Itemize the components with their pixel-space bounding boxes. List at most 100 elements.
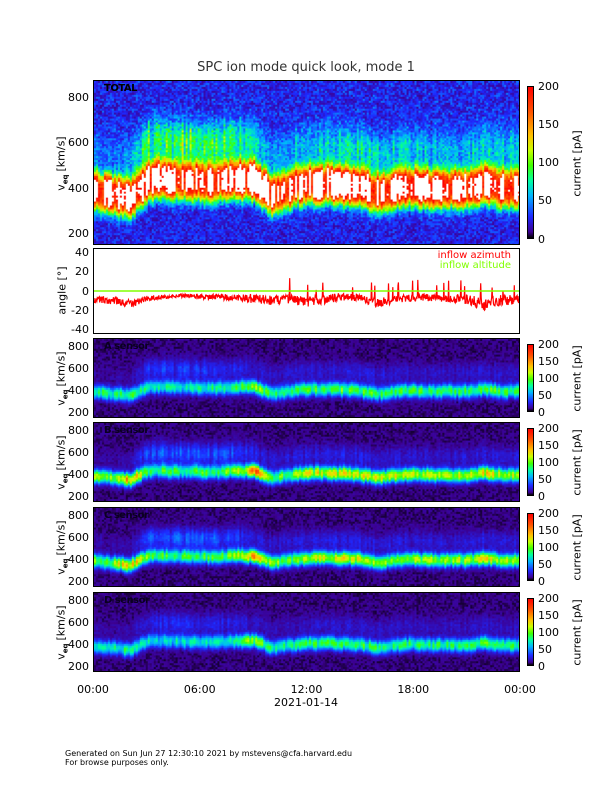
panel-c-sensor-ylabel-subscript: eq (61, 558, 70, 569)
x-tick-label: 00:00 (77, 683, 109, 696)
panel-total-colorbar-tick: 100 (538, 156, 559, 169)
panel-b-sensor-colorbar-tick: 0 (538, 489, 545, 503)
panel-a-sensor-y-axis-label: veq [km/s] (54, 339, 69, 419)
panel-c-sensor-label: C sensor (104, 510, 149, 521)
chart-title: SPC ion mode quick look, mode 1 (197, 60, 415, 75)
panel-d-sensor-ylabel-units: [km/s] (54, 605, 68, 641)
panel-d-sensor-colorbar-tick: 0 (538, 659, 545, 673)
x-axis-date-label: 2021-01-14 (274, 696, 338, 709)
x-tick-label: 18:00 (397, 683, 430, 696)
angle-y-axis-label: angle [°] (55, 266, 69, 315)
panel-c-sensor-ytick-label: 200 (68, 575, 89, 589)
panel-a-sensor-ylabel-subscript: eq (61, 389, 70, 400)
panel-total-label: TOTAL (104, 83, 137, 94)
panel-a-sensor-spectrogram-heatmap (94, 339, 519, 417)
angle-ytick-label: -20 (71, 303, 89, 317)
panel-c-sensor-colorbar-tick: 150 (538, 523, 559, 537)
panel-a-sensor: A sensor (93, 338, 520, 418)
panel-total-colorbar-tick: 50 (538, 194, 552, 208)
panel-b-sensor-colorbar-tick: 50 (538, 472, 552, 486)
panel-b-sensor-colorbar-tick: 150 (538, 438, 559, 452)
panel-c-sensor-colorbar (527, 513, 534, 581)
footer-generated: Generated on Sun Jun 27 12:30:10 2021 by… (65, 749, 353, 758)
panel-d-sensor-colorbar-tick: 150 (538, 608, 559, 622)
panel-a-sensor-colorbar-tick: 50 (538, 388, 552, 402)
panel-a-sensor-colorbar-tick: 150 (538, 354, 559, 368)
panel-c-sensor-ylabel-symbol: v (54, 568, 68, 575)
panel-d-sensor-ytick-label: 400 (68, 638, 89, 652)
panel-a-sensor-ytick-label: 400 (68, 384, 89, 398)
panel-b-sensor-ylabel-units: [km/s] (54, 435, 68, 471)
panel-total-ylabel-units: [km/s] (54, 135, 68, 172)
panel-d-sensor-ytick-label: 200 (68, 660, 89, 674)
panel-d-sensor-colorbar-tick: 100 (538, 625, 559, 639)
panel-d-sensor-spectrogram-heatmap (94, 593, 519, 671)
panel-d-sensor-colorbar (527, 598, 534, 666)
panel-b-sensor: B sensor (93, 422, 520, 502)
panel-total-y-axis-label: veq [km/s] (54, 123, 69, 203)
panel-c-sensor-colorbar-tick: 100 (538, 540, 559, 554)
panel-total-ytick-label: 200 (68, 227, 89, 241)
panel-c-sensor-colorbar-label: current [pA] (570, 514, 584, 581)
panel-b-sensor-ytick-label: 400 (68, 468, 89, 482)
panel-b-sensor-ytick-label: 600 (68, 446, 89, 460)
panel-c-sensor-ytick-label: 400 (68, 553, 89, 567)
panel-a-sensor-ytick-label: 600 (68, 362, 89, 376)
panel-a-sensor-ytick-label: 800 (68, 340, 89, 354)
panel-d-sensor-ytick-label: 600 (68, 616, 89, 630)
panel-b-sensor-ytick-label: 200 (68, 490, 89, 504)
panel-c-sensor-colorbar-tick: 50 (538, 557, 552, 571)
panel-c-sensor-ytick-label: 600 (68, 531, 89, 545)
panel-b-sensor-colorbar (527, 428, 534, 496)
panel-b-sensor-colorbar-tick: 100 (538, 455, 559, 469)
inflow-azimuth-series (94, 278, 519, 312)
panel-c-sensor-colorbar-tick: 200 (538, 506, 559, 520)
panel-a-sensor-label: A sensor (104, 341, 149, 352)
panel-total-ytick-label: 800 (68, 90, 89, 104)
panel-a-sensor-colorbar-tick: 200 (538, 337, 559, 351)
panel-total-ylabel-symbol: v (54, 183, 68, 191)
footer-browse-note: For browse purposes only. (65, 758, 169, 767)
angle-ytick-label: -40 (71, 322, 89, 336)
panel-a-sensor-colorbar-tick: 0 (538, 405, 545, 419)
panel-d-sensor-label: D sensor (104, 595, 150, 606)
angle-ytick-label: 20 (75, 265, 89, 279)
panel-total-ytick-label: 400 (68, 181, 89, 195)
panel-d-sensor-ylabel-symbol: v (54, 653, 68, 660)
panel-total-spectrogram-heatmap (94, 81, 519, 244)
panel-a-sensor-colorbar (527, 344, 534, 412)
panel-total-colorbar-tick: 200 (538, 79, 559, 93)
panel-c-sensor-spectrogram-heatmap (94, 508, 519, 586)
panel-c-sensor-y-axis-label: veq [km/s] (54, 508, 69, 588)
panel-b-sensor-y-axis-label: veq [km/s] (54, 423, 69, 503)
panel-a-sensor-colorbar-tick: 100 (538, 371, 559, 385)
legend-inflow-altitude: inflow altitude (439, 260, 511, 271)
panel-b-sensor-colorbar-tick: 200 (538, 421, 559, 435)
panel-d-sensor-ytick-label: 800 (68, 594, 89, 608)
panel-b-sensor-spectrogram-heatmap (94, 423, 519, 501)
angle-plot (94, 278, 519, 312)
panel-b-sensor-ylabel-subscript: eq (61, 473, 70, 484)
panel-d-sensor-y-axis-label: veq [km/s] (54, 593, 69, 673)
panel-total-colorbar (527, 86, 534, 239)
x-tick-label: 00:00 (504, 683, 536, 696)
panel-b-sensor-ylabel-symbol: v (54, 483, 68, 490)
panel-total-colorbar-label: current [pA] (570, 129, 584, 197)
panel-b-sensor-ytick-label: 800 (68, 424, 89, 438)
panel-d-sensor: D sensor (93, 592, 520, 672)
panel-d-sensor-colorbar-tick: 50 (538, 642, 552, 656)
x-tick-label: 12:00 (290, 683, 323, 696)
panel-a-sensor-ylabel-units: [km/s] (54, 351, 68, 387)
panel-angle: inflow azimuth inflow altitude (93, 248, 520, 334)
angle-ytick-label: 40 (75, 246, 89, 260)
panel-total-colorbar-tick: 150 (538, 117, 559, 131)
panel-b-sensor-label: B sensor (104, 425, 149, 436)
panel-total-ytick-label: 600 (68, 136, 89, 150)
angle-ytick-label: 0 (82, 284, 89, 298)
panel-d-sensor-colorbar-tick: 200 (538, 591, 559, 605)
panel-a-sensor-colorbar-label: current [pA] (570, 345, 584, 412)
panel-c-sensor-colorbar-tick: 0 (538, 574, 545, 588)
panel-d-sensor-ylabel-subscript: eq (61, 643, 70, 654)
panel-total-colorbar-tick: 0 (538, 232, 545, 246)
panel-total-ylabel-subscript: eq (61, 174, 70, 184)
